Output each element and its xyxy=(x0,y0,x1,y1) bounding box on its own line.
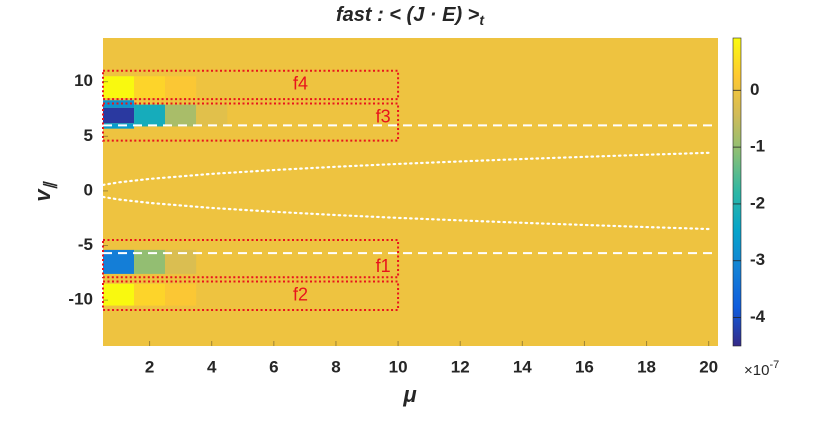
colorbar-tick-label: -4 xyxy=(750,307,766,326)
colorbar-exponent: ×10-7 xyxy=(744,359,779,379)
y-tick-label: 10 xyxy=(74,71,93,90)
heatmap-cell xyxy=(103,76,135,99)
y-tick-label: 5 xyxy=(84,126,93,145)
dotted-curve xyxy=(101,195,710,231)
exponent-base: ×10 xyxy=(744,362,769,379)
y-tick-label: 0 xyxy=(84,180,93,199)
x-tick-label: 14 xyxy=(513,357,532,376)
colorbar-tick-label: 0 xyxy=(750,80,759,99)
heatmap-cell xyxy=(196,104,228,127)
x-tick-label: 8 xyxy=(331,357,340,376)
y-tick-label: -5 xyxy=(78,235,93,254)
dotted-curve xyxy=(101,151,710,187)
chart-title: fast : < (J · E) >t xyxy=(336,4,485,27)
y-tick-label: -10 xyxy=(68,290,93,309)
heatmap-cell xyxy=(134,76,166,99)
heatmap-cell xyxy=(165,76,197,99)
colorbar-tick-label: -1 xyxy=(750,137,765,156)
x-tick-label: 6 xyxy=(269,357,278,376)
x-tick-label: 18 xyxy=(637,357,656,376)
y-label-subscript: ∥ xyxy=(41,180,58,189)
heatmap-cell xyxy=(103,283,135,306)
x-tick-label: 2 xyxy=(145,357,154,376)
heatmap-cell xyxy=(165,283,197,306)
colorbar xyxy=(732,37,742,347)
heatmap-cell xyxy=(165,104,197,127)
x-tick-label: 10 xyxy=(389,357,408,376)
colorbar-tick-label: -3 xyxy=(750,250,765,269)
region-label: f3 xyxy=(376,106,391,126)
colorbar-tick-label: -2 xyxy=(750,193,765,212)
heatmap-cell xyxy=(134,283,166,306)
region-label: f4 xyxy=(293,74,308,94)
region-label: f1 xyxy=(376,256,391,276)
x-tick-label: 4 xyxy=(207,357,217,376)
heatmap-cell xyxy=(103,107,135,124)
x-axis-label: μ xyxy=(402,382,416,407)
exponent-power: -7 xyxy=(769,359,779,371)
region-label: f2 xyxy=(293,285,308,305)
x-tick-label: 16 xyxy=(575,357,594,376)
heatmap-cell xyxy=(103,100,135,108)
title-main: fast : < (J · E) > xyxy=(336,4,480,26)
heatmap-cell xyxy=(134,104,166,127)
heatmap-background xyxy=(103,38,718,346)
x-tick-label: 12 xyxy=(451,357,470,376)
y-axis-label: v∥ xyxy=(30,180,58,201)
plot-area: f4 f3 f1 f2 xyxy=(101,38,718,346)
x-tick-label: 20 xyxy=(699,357,718,376)
title-subscript: t xyxy=(479,12,485,28)
y-label-main: v xyxy=(30,188,55,202)
